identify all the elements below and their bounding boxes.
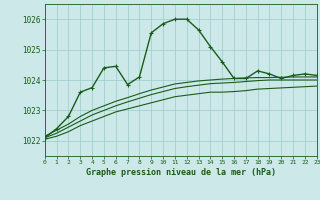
X-axis label: Graphe pression niveau de la mer (hPa): Graphe pression niveau de la mer (hPa) — [86, 168, 276, 177]
